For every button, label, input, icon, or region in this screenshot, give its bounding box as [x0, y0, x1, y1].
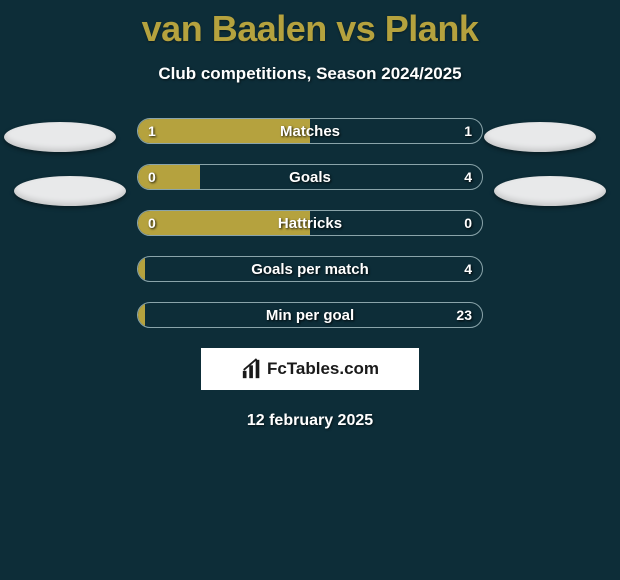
- stat-label: Min per goal: [138, 303, 482, 327]
- stat-row-min-per-goal: Min per goal 23: [137, 302, 483, 328]
- subtitle: Club competitions, Season 2024/2025: [0, 64, 620, 84]
- stat-right-value: 4: [464, 165, 472, 189]
- bar-chart-icon: [241, 358, 263, 380]
- page-title: van Baalen vs Plank: [0, 0, 620, 50]
- player-left-ellipse-2: [14, 176, 126, 206]
- fctables-logo-text: FcTables.com: [241, 358, 379, 380]
- stat-right-value: 4: [464, 257, 472, 281]
- stat-fill: [138, 211, 310, 235]
- stat-fill: [138, 303, 145, 327]
- stat-row-goals: 0 Goals 4: [137, 164, 483, 190]
- player-right-ellipse-2: [494, 176, 606, 206]
- fctables-logo: FcTables.com: [201, 348, 419, 390]
- stat-right-value: 1: [464, 119, 472, 143]
- date-text: 12 february 2025: [0, 412, 620, 430]
- stat-fill: [138, 257, 145, 281]
- stat-right-value: 0: [464, 211, 472, 235]
- player-left-ellipse-1: [4, 122, 116, 152]
- stat-row-hattricks: 0 Hattricks 0: [137, 210, 483, 236]
- stat-row-matches: 1 Matches 1: [137, 118, 483, 144]
- stat-fill: [138, 119, 310, 143]
- stat-row-goals-per-match: Goals per match 4: [137, 256, 483, 282]
- logo-label: FcTables.com: [267, 359, 379, 379]
- player-right-ellipse-1: [484, 122, 596, 152]
- stat-label: Goals per match: [138, 257, 482, 281]
- stat-right-value: 23: [456, 303, 472, 327]
- stat-fill: [138, 165, 200, 189]
